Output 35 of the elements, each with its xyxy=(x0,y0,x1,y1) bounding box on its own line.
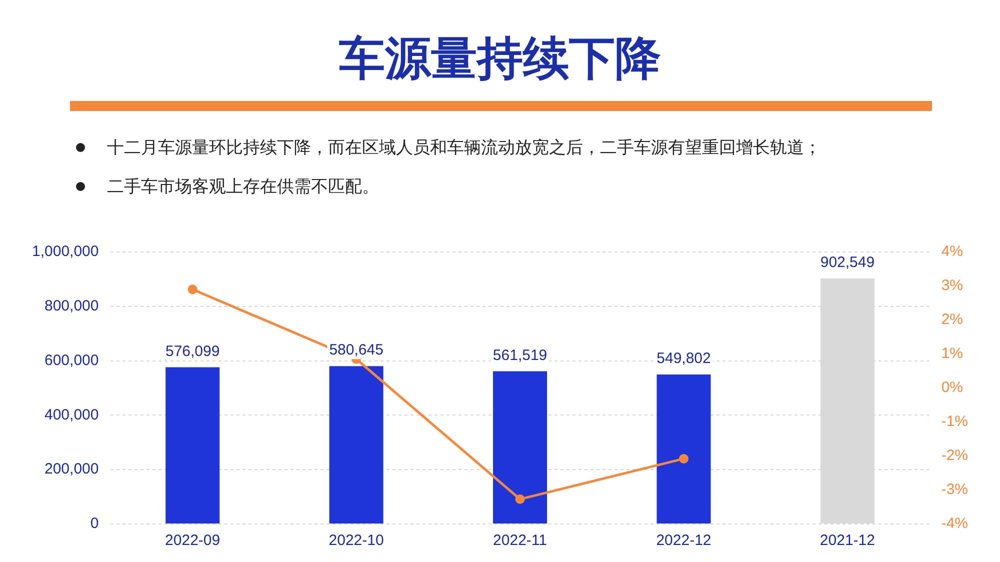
point xyxy=(188,284,198,294)
y2-tick-label: 3% xyxy=(941,277,964,294)
y-tick-label: 400,000 xyxy=(44,406,99,424)
x-tick-label: 2022-12 xyxy=(656,532,712,550)
y-tick-label: 0 xyxy=(90,515,99,532)
point xyxy=(515,494,525,504)
bar xyxy=(166,367,220,524)
y-tick-label: 1,000,000 xyxy=(32,243,99,260)
y-tick-label: 600,000 xyxy=(44,352,99,369)
data-label: 576,099 xyxy=(165,342,220,360)
y2-tick-label: -1% xyxy=(941,413,968,430)
y2-tick-label: 1% xyxy=(941,345,964,362)
text: 二手车市场客观上存在供需不匹配。 xyxy=(107,176,379,198)
y2-tick-label: 2% xyxy=(941,311,964,328)
x-tick-label: 2022-11 xyxy=(493,532,547,550)
data-label: 580,645 xyxy=(329,342,384,359)
y2-tick-label: -3% xyxy=(941,481,968,498)
bar xyxy=(329,366,384,524)
point xyxy=(678,454,688,464)
x-tick-label: 2022-09 xyxy=(165,532,220,550)
y2-tick-label: -2% xyxy=(941,447,968,464)
y-tick-label: 200,000 xyxy=(44,460,99,478)
y-tick-label: 800,000 xyxy=(44,298,99,315)
data-label: 549,802 xyxy=(656,350,711,368)
y2-tick-label: 0% xyxy=(941,379,964,396)
x-tick-label: 2021-12 xyxy=(820,532,875,550)
chart-title: 车源量持续下降 xyxy=(338,31,662,86)
y2-tick-label: -4% xyxy=(941,515,968,532)
bar xyxy=(656,374,711,524)
data-label: 561,519 xyxy=(492,346,548,364)
x-tick-label: 2022-10 xyxy=(328,532,384,550)
y2-tick-label: 4% xyxy=(941,243,964,260)
bar xyxy=(493,371,548,524)
text: 十二月车源量环比持续下降，而在区域人员和车辆流动放宽之后，二手车源有望重回增长轨道； xyxy=(107,137,821,159)
data-label: 902,549 xyxy=(820,254,875,272)
